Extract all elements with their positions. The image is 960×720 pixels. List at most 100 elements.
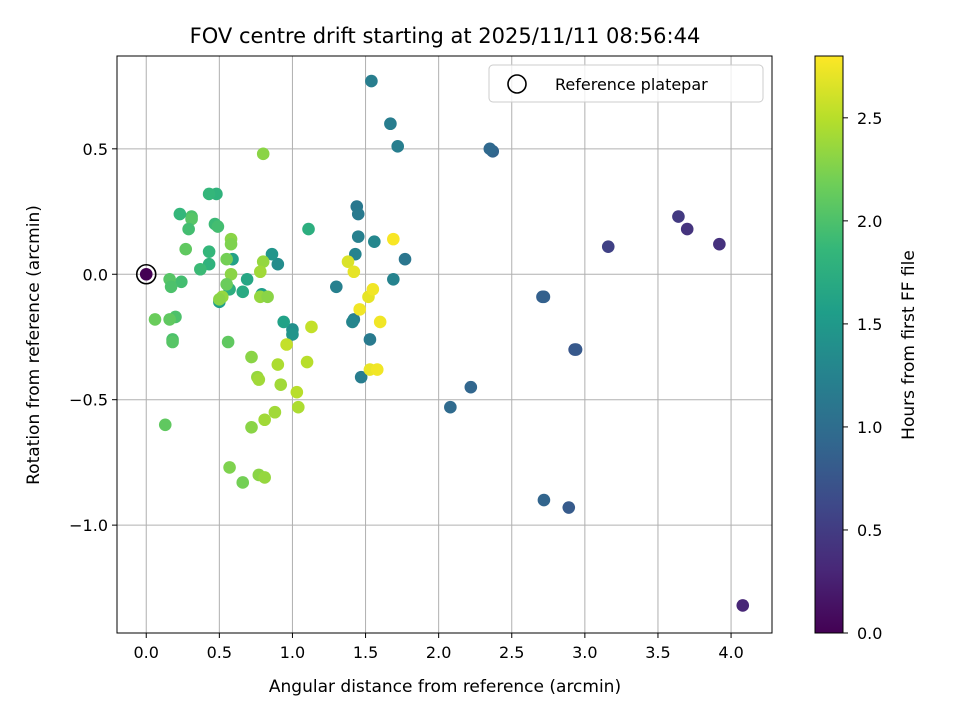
x-tick-label: 4.0: [718, 643, 743, 662]
reference-point-dot: [139, 267, 153, 281]
data-point: [353, 303, 367, 316]
x-tick-label: 1.5: [353, 643, 378, 662]
data-point: [213, 293, 226, 306]
data-point: [268, 405, 282, 419]
data-point: [736, 599, 750, 612]
data-point: [256, 255, 270, 269]
grid-lines: [117, 56, 772, 633]
data-point: [236, 476, 250, 489]
x-tick-label: 1.0: [280, 643, 305, 662]
plot-frame: [116, 55, 773, 634]
data-point: [256, 147, 270, 161]
data-points: [135, 74, 750, 612]
colorbar-tick-label: 1.0: [857, 418, 882, 437]
x-tick-label: 3.5: [645, 643, 670, 662]
colorbar-label: Hours from first FF file: [899, 250, 919, 440]
data-point: [305, 320, 318, 334]
data-point: [245, 350, 258, 364]
data-point: [224, 237, 238, 251]
data-point: [182, 222, 195, 236]
data-point: [194, 262, 207, 276]
data-point: [202, 245, 216, 258]
data-point: [330, 280, 343, 294]
data-point: [220, 252, 233, 266]
legend-entry-reference: Reference platepar: [555, 75, 708, 94]
data-point: [173, 207, 187, 221]
data-point: [302, 222, 315, 236]
data-point: [672, 210, 685, 223]
data-point: [158, 418, 172, 432]
data-point: [347, 265, 361, 279]
x-tick-label: 2.0: [426, 643, 451, 662]
data-point: [387, 232, 400, 246]
y-tick-label: −1.0: [69, 516, 108, 535]
data-point: [562, 501, 576, 514]
data-point: [398, 252, 412, 266]
data-point: [384, 117, 397, 131]
y-axis-ticks: −1.0 −0.5 0.0 0.5: [69, 140, 117, 535]
data-point: [148, 313, 162, 326]
data-point: [236, 285, 250, 299]
y-axis-label: Rotation from reference (arcmin): [24, 205, 44, 485]
x-tick-label: 0.0: [134, 643, 159, 662]
x-tick-label: 3.0: [572, 643, 597, 662]
legend: Reference platepar: [488, 64, 764, 103]
data-point: [366, 283, 380, 296]
data-point: [265, 247, 279, 261]
data-point: [351, 230, 365, 243]
data-point: [464, 380, 478, 394]
data-point: [483, 142, 497, 156]
data-point: [185, 212, 198, 226]
data-point: [274, 378, 288, 391]
data-point: [271, 257, 285, 271]
data-point: [363, 333, 377, 346]
data-point: [346, 315, 359, 329]
x-tick-label: 0.5: [207, 643, 232, 662]
y-tick-label: 0.5: [83, 140, 108, 159]
y-tick-label: 0.0: [83, 265, 108, 284]
colorbar-gradient: [814, 55, 844, 634]
data-point: [387, 272, 400, 286]
data-point: [166, 335, 179, 349]
data-point: [341, 255, 355, 269]
legend-marker: [507, 74, 527, 94]
colorbar-tick-label: 0.0: [857, 624, 882, 643]
data-point: [271, 358, 285, 371]
colorbar-tick-label: 2.5: [857, 109, 882, 128]
data-point: [680, 222, 694, 236]
data-point: [569, 343, 583, 356]
data-point: [601, 240, 615, 253]
data-point: [368, 235, 381, 248]
x-axis-label: Angular distance from reference (arcmin): [269, 677, 621, 697]
data-point: [373, 315, 387, 329]
data-point: [277, 315, 290, 329]
y-tick-label: −0.5: [69, 391, 108, 410]
x-tick-label: 2.5: [499, 643, 524, 662]
data-point: [290, 385, 304, 399]
data-point: [175, 275, 188, 289]
data-point: [220, 277, 233, 291]
data-point: [391, 140, 405, 153]
data-point: [444, 400, 457, 414]
legend-box: [488, 64, 764, 103]
reference-point-ring: [135, 263, 157, 285]
data-point: [351, 207, 365, 221]
data-point: [365, 74, 378, 88]
data-point: [221, 335, 235, 349]
colorbar-tick-label: 2.0: [857, 212, 882, 231]
colorbar: 0.0 0.5 1.0 1.5 2.0 2.5 Hours from first FF f…: [814, 55, 919, 643]
data-point: [252, 373, 266, 386]
data-point: [261, 290, 274, 304]
data-point: [537, 493, 551, 507]
data-point: [370, 363, 384, 376]
data-point: [537, 290, 551, 304]
data-point: [300, 355, 314, 369]
data-point: [163, 313, 176, 326]
data-point: [211, 220, 225, 233]
data-point: [354, 370, 368, 384]
data-point: [245, 420, 258, 434]
data-point: [253, 265, 267, 279]
data-point: [291, 400, 305, 414]
data-point: [258, 413, 271, 427]
